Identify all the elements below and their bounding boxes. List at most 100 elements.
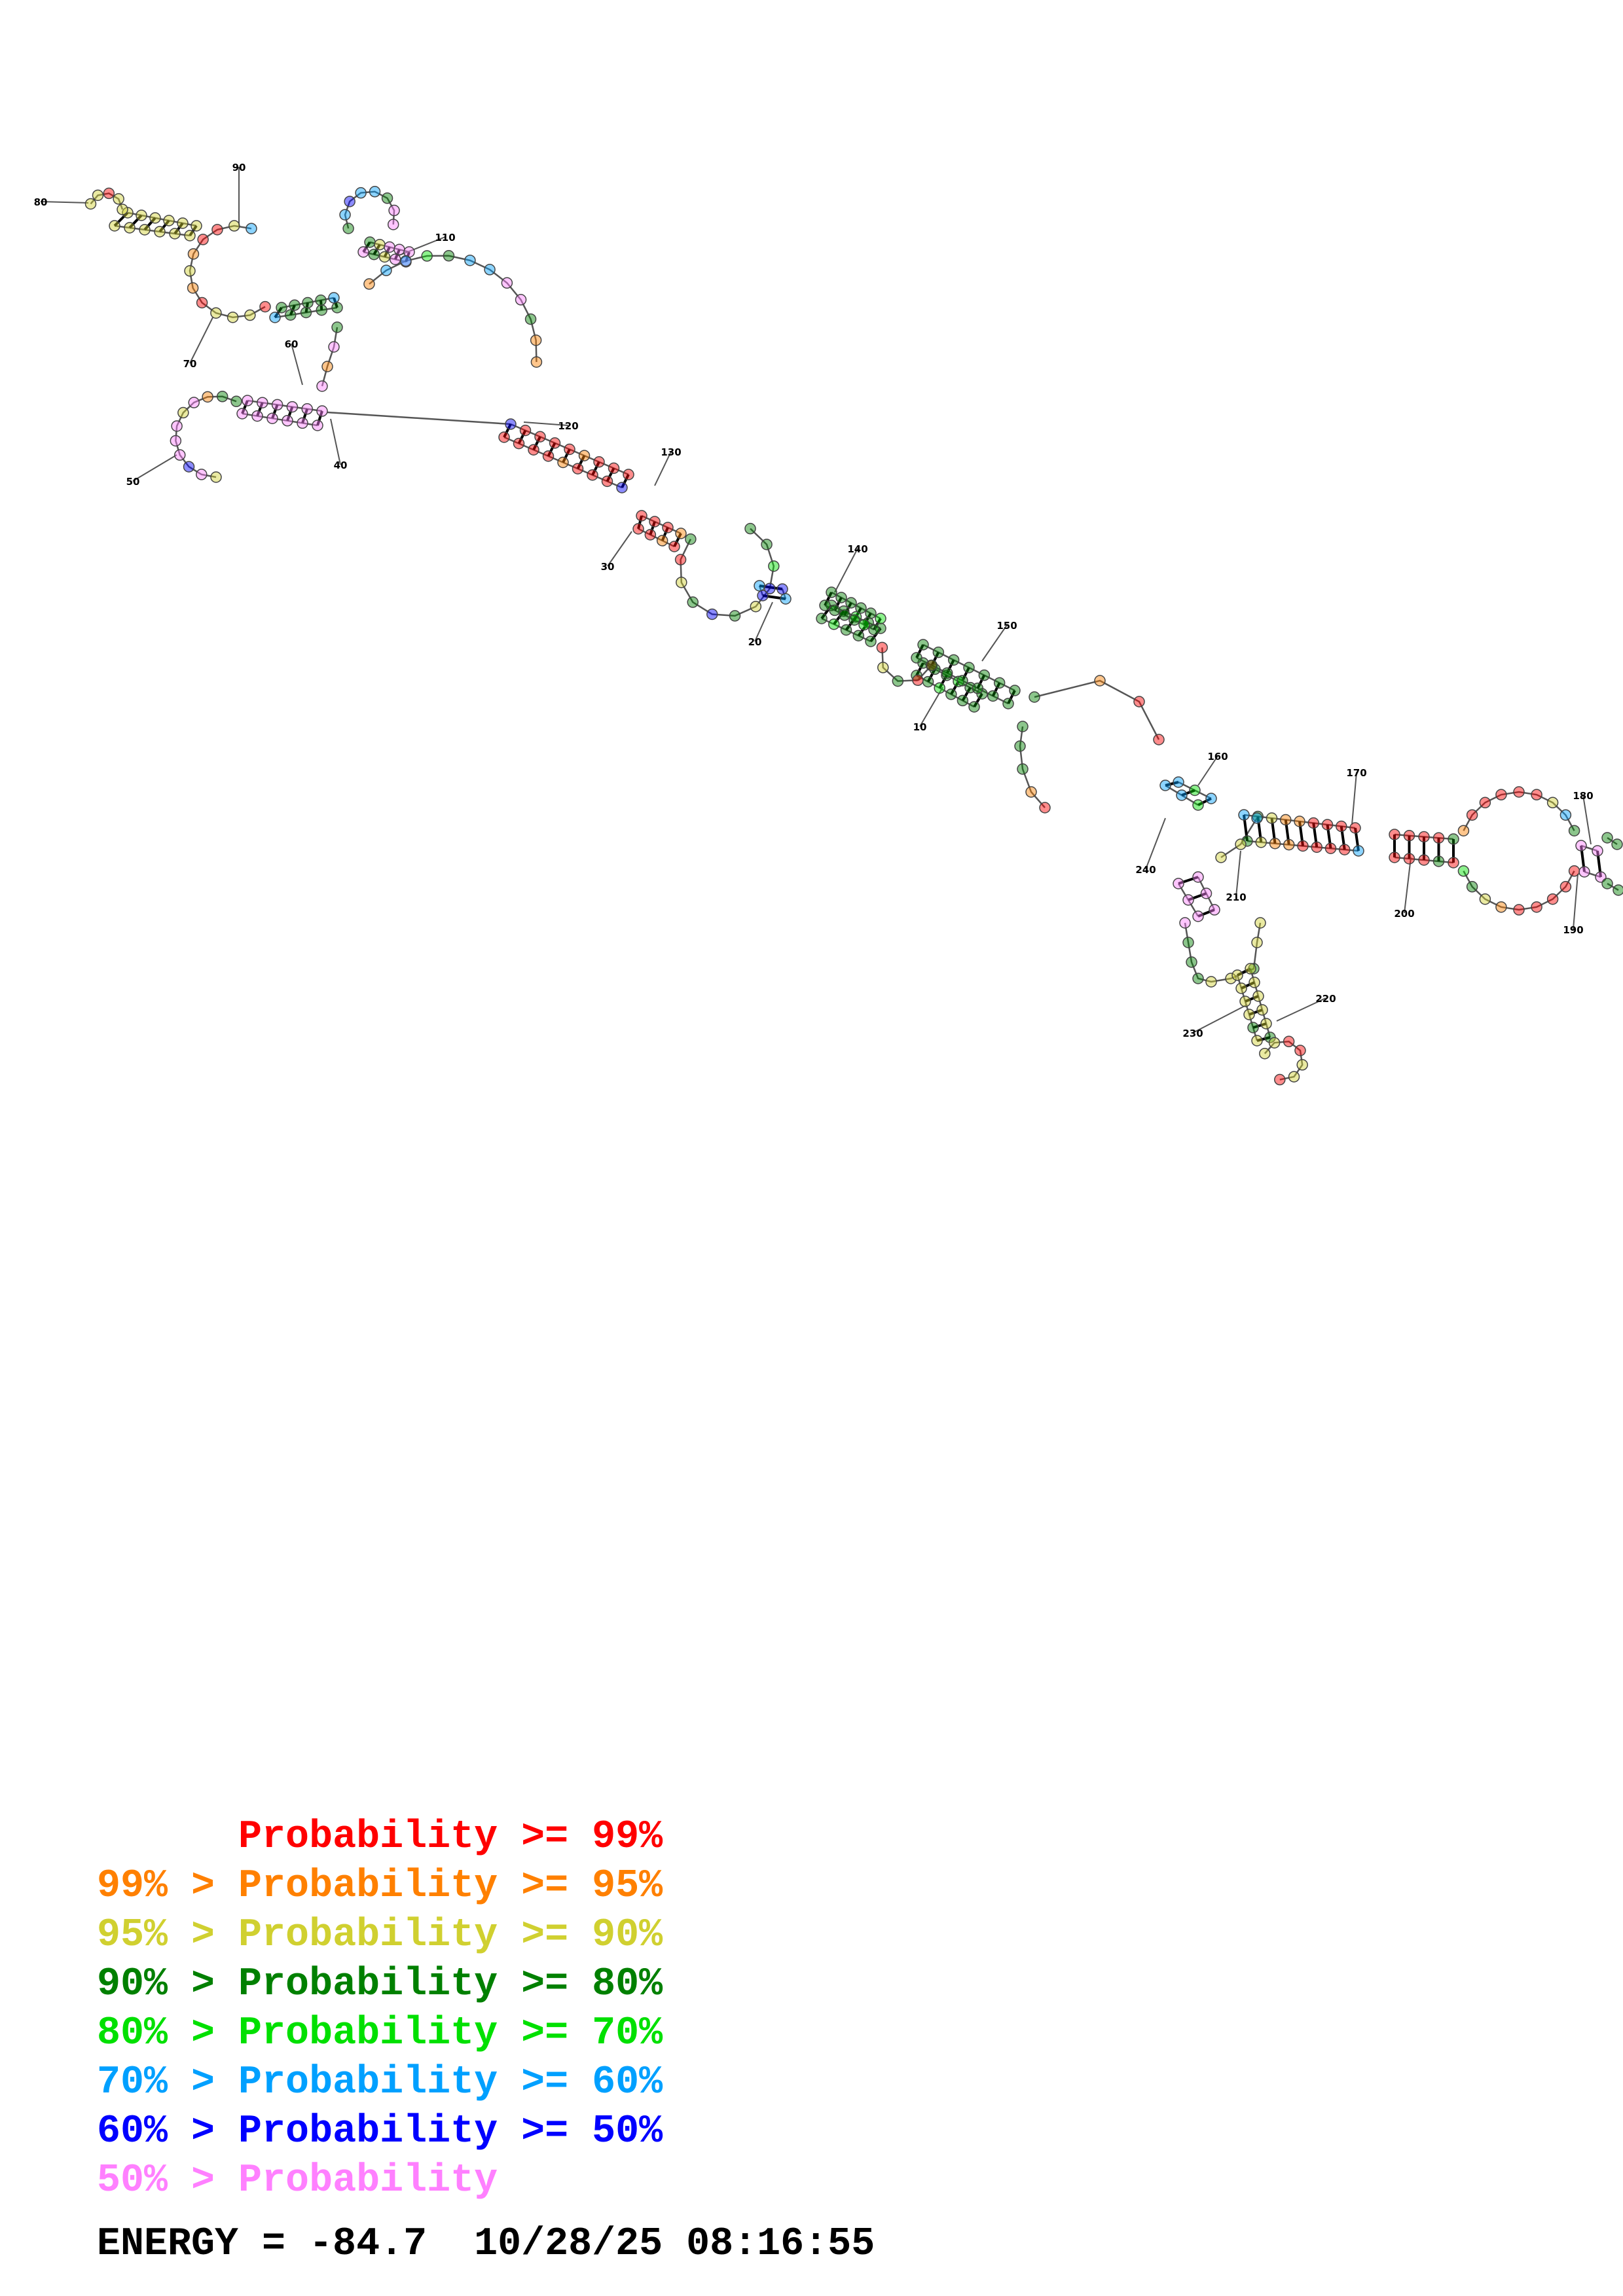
nucleotide bbox=[776, 583, 788, 595]
nucleotide bbox=[564, 443, 575, 456]
nucleotide bbox=[557, 456, 569, 469]
nucleotide bbox=[852, 630, 864, 641]
nucleotide bbox=[1266, 812, 1278, 824]
nucleotide bbox=[1294, 1045, 1306, 1056]
nucleotide bbox=[321, 361, 333, 372]
nucleotide bbox=[780, 593, 792, 605]
nucleotide bbox=[850, 611, 862, 623]
base-pair bbox=[562, 448, 571, 463]
legend-label: Probability >= 70% bbox=[238, 2011, 663, 2056]
nucleotide bbox=[1389, 829, 1400, 840]
nucleotide bbox=[1029, 691, 1040, 703]
base-pair bbox=[113, 211, 129, 227]
nucleotide bbox=[855, 602, 867, 614]
nucleotide bbox=[687, 596, 699, 608]
nucleotide bbox=[922, 675, 934, 688]
position-ticks bbox=[40, 167, 1592, 1033]
nucleotide bbox=[1294, 816, 1305, 827]
nucleotide bbox=[1094, 675, 1106, 687]
nucleotide bbox=[384, 241, 395, 253]
backbone-segment bbox=[1584, 870, 1601, 878]
backbone-segment bbox=[189, 224, 266, 319]
nucleotide bbox=[1205, 793, 1217, 804]
nucleotide bbox=[972, 682, 984, 694]
nucleotide bbox=[912, 674, 924, 687]
base-pair bbox=[591, 461, 600, 476]
base-pair bbox=[1197, 908, 1215, 918]
nucleotide bbox=[196, 296, 208, 309]
nucleotide bbox=[1259, 1047, 1271, 1060]
nucleotide bbox=[1283, 1035, 1295, 1048]
position-label: 30 bbox=[601, 561, 615, 573]
nucleotide bbox=[528, 444, 539, 456]
probability-legend: Probability >= 99% 99% > Probability >= 9… bbox=[97, 1813, 663, 2206]
nucleotide bbox=[187, 248, 200, 260]
base-pair bbox=[991, 682, 1001, 697]
nucleotide bbox=[1403, 830, 1415, 842]
position-label: 130 bbox=[661, 446, 681, 458]
nucleotide bbox=[750, 600, 762, 613]
nucleotide bbox=[601, 475, 613, 488]
nucleotide bbox=[668, 541, 680, 552]
nucleotide bbox=[932, 646, 945, 658]
base-pair bbox=[930, 651, 940, 666]
nucleotide bbox=[109, 220, 120, 232]
base-pair bbox=[1284, 819, 1290, 845]
legend-label: Probability >= 50% bbox=[238, 2109, 663, 2154]
position-label: 20 bbox=[748, 636, 762, 648]
nucleotide bbox=[675, 528, 687, 539]
nucleotide bbox=[171, 420, 183, 432]
nucleotide bbox=[202, 391, 213, 403]
nucleotide bbox=[378, 251, 391, 263]
nucleotide bbox=[316, 304, 327, 316]
nucleotide bbox=[1296, 1059, 1308, 1071]
base-pair bbox=[1340, 826, 1346, 850]
nucleotide bbox=[1448, 857, 1459, 869]
nucleotide bbox=[768, 560, 780, 572]
nucleotide bbox=[623, 469, 634, 480]
nucleotide bbox=[868, 624, 880, 636]
legend-prefix: 90% > bbox=[97, 1962, 239, 2007]
nucleotide bbox=[761, 539, 773, 550]
position-tick bbox=[399, 236, 446, 256]
nucleotide bbox=[501, 277, 513, 289]
backbone-segment bbox=[90, 192, 124, 210]
nucleotide bbox=[656, 535, 668, 547]
nucleotide bbox=[1269, 838, 1281, 850]
nucleotide bbox=[1578, 866, 1590, 878]
nucleotide bbox=[381, 192, 393, 204]
nucleotide bbox=[993, 677, 1006, 689]
nucleotide bbox=[328, 341, 340, 353]
position-label: 120 bbox=[558, 420, 578, 432]
nucleotide bbox=[236, 408, 248, 420]
nucleotide bbox=[616, 482, 628, 493]
nucleotide bbox=[1353, 845, 1364, 857]
base-pair bbox=[961, 687, 972, 702]
nucleotide bbox=[632, 523, 644, 535]
nucleotide bbox=[380, 264, 392, 276]
nucleotide bbox=[257, 397, 268, 408]
nucleotide bbox=[177, 217, 189, 229]
nucleotide bbox=[828, 619, 840, 630]
backbone-segment bbox=[881, 647, 932, 682]
base-pair bbox=[1354, 827, 1360, 852]
legend-prefix: 95% > bbox=[97, 1913, 239, 1958]
nucleotide bbox=[1575, 840, 1587, 852]
legend-prefix: 99% > bbox=[97, 1864, 239, 1909]
base-pair bbox=[1326, 824, 1332, 849]
nucleotide bbox=[1403, 853, 1415, 865]
legend-prefix: 70% > bbox=[97, 2060, 239, 2105]
nucleotide bbox=[953, 675, 964, 687]
legend-label: Probability >= 99% bbox=[238, 1815, 663, 1859]
nucleotide bbox=[578, 450, 591, 461]
position-label: 60 bbox=[285, 338, 299, 350]
base-pair bbox=[1270, 817, 1277, 844]
nucleotide bbox=[297, 417, 308, 429]
backbone-segment bbox=[321, 327, 338, 387]
nucleotide bbox=[1179, 917, 1191, 929]
nucleotide bbox=[302, 296, 314, 309]
backbone-segment bbox=[1264, 1040, 1304, 1081]
nucleotide bbox=[269, 312, 281, 323]
backbone-segment bbox=[247, 399, 323, 412]
legend-label: Probability bbox=[238, 2159, 498, 2203]
